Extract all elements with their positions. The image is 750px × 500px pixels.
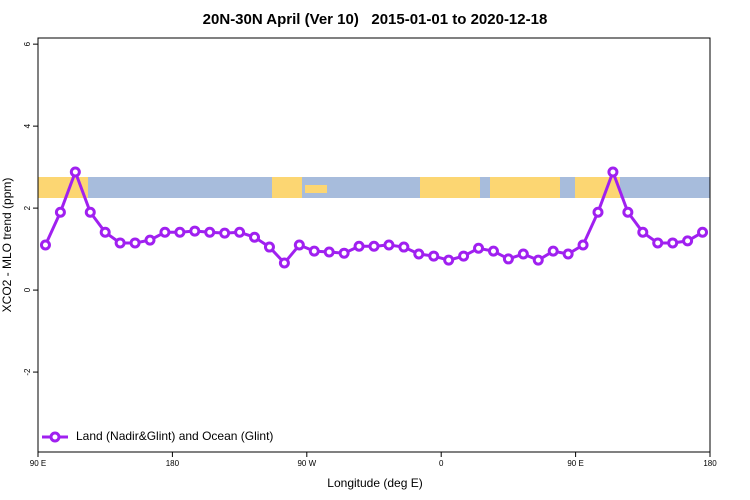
point [39,239,51,251]
map-strip [38,177,710,198]
point [54,206,66,218]
point [458,250,470,262]
point [637,226,649,238]
point [682,235,694,247]
point [174,226,186,238]
point [473,242,485,254]
point [667,237,679,249]
plot-frame [37,37,711,453]
point [398,241,410,253]
point [547,245,559,257]
point [577,239,589,251]
point [502,253,514,265]
point [204,226,216,238]
point [532,254,544,266]
legend-marker [49,431,61,443]
point [114,237,126,249]
point [219,227,231,239]
point [607,166,619,178]
x-tick-label: 0 [439,459,444,468]
legend: Land (Nadir&Glint) and Ocean (Glint) [42,429,273,443]
point [129,237,141,249]
point [383,239,395,251]
point [353,240,365,252]
x-tick-label: 180 [703,459,717,468]
point [144,234,156,246]
point [189,225,201,237]
y-tick-label: 4 [23,123,32,128]
x-tick-label: 90 W [297,459,316,468]
x-tick-label: 180 [166,459,180,468]
y-tick-label: -2 [23,368,32,376]
point [622,206,634,218]
x-axis-label: Longitude (deg E) [327,476,422,490]
point [293,239,305,251]
point [308,245,320,257]
point [338,247,350,259]
point [249,231,261,243]
point [517,248,529,260]
point [428,250,440,262]
point [487,245,499,257]
y-tick-label: 6 [23,41,32,46]
point [592,206,604,218]
point [263,241,275,253]
point [697,226,709,238]
point [443,254,455,266]
point [278,257,290,269]
chart-title: 20N-30N April (Ver 10) 2015-01-01 to 202… [203,11,548,28]
point [652,237,664,249]
point [99,226,111,238]
point [413,248,425,260]
legend-label: Land (Nadir&Glint) and Ocean (Glint) [76,429,273,443]
point [69,166,81,178]
point [159,226,171,238]
y-axis-label: XCO2 - MLO trend (ppm) [0,178,14,313]
point [323,246,335,258]
y-tick-label: 0 [23,287,32,292]
point [368,240,380,252]
y-tick-label: 2 [23,205,32,210]
point [234,226,246,238]
point [84,206,96,218]
x-tick-label: 90 E [567,459,583,468]
x-tick-label: 90 E [30,459,46,468]
point [562,248,574,260]
